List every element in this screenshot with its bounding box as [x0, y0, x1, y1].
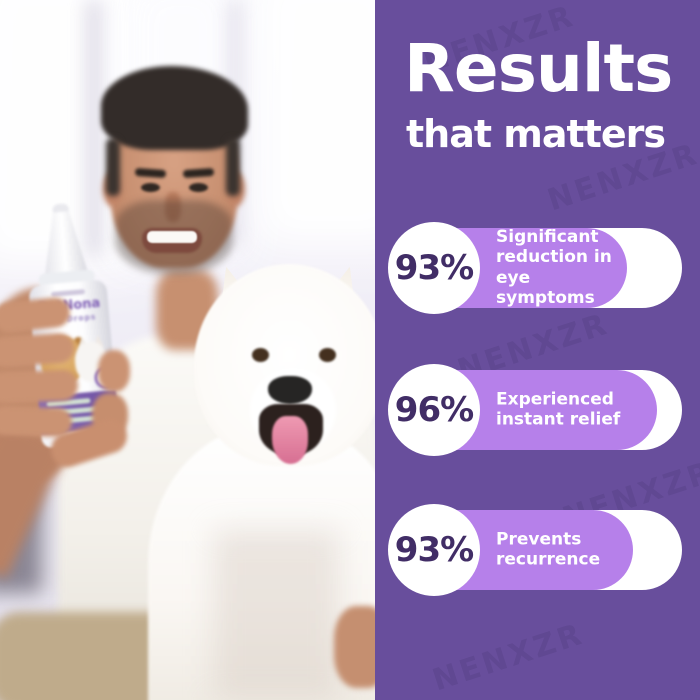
man-eye — [141, 183, 160, 192]
dog-fur-shading — [214, 530, 339, 700]
stat-label: Experienced instant relief — [496, 389, 621, 430]
results-panel: NENXZR NENXZR NENXZR NENXZR NENXZR Resul… — [375, 0, 700, 700]
window-frame — [86, 0, 102, 255]
stat-label: Prevents recurrence — [496, 529, 601, 570]
window-light — [252, 0, 375, 250]
dog-eye — [319, 348, 336, 362]
dog-eye — [252, 348, 269, 362]
stat-value: 93% — [394, 530, 474, 570]
man-teeth — [147, 231, 197, 243]
man-sideburn — [106, 138, 120, 196]
watermark: NENXZR — [428, 616, 589, 699]
man-hair — [101, 66, 248, 150]
stat-row: Significant reduction in eye symptoms 93… — [388, 222, 688, 314]
man-eye — [189, 183, 208, 192]
stat-label: Significant reduction in eye symptoms — [496, 227, 612, 309]
stat-row: Experienced instant relief 96% — [388, 364, 688, 456]
stat-value-badge: 93% — [388, 222, 480, 314]
man-nose — [165, 192, 181, 222]
finger — [0, 369, 79, 404]
fingertip — [98, 350, 130, 392]
panel-subtitle: that matters — [406, 112, 666, 156]
stat-value-badge: 96% — [388, 364, 480, 456]
stat-value: 93% — [394, 248, 474, 288]
dropper-cone — [39, 210, 88, 278]
stat-value-badge: 93% — [388, 504, 480, 596]
stat-value: 96% — [394, 390, 474, 430]
stat-row: Prevents recurrence 93% — [388, 504, 688, 596]
dog-nose — [268, 376, 312, 404]
man-hand-on-dog — [334, 606, 375, 688]
man-sideburn — [226, 138, 240, 196]
photo-scene: PetNona EYE Drops — [0, 0, 375, 700]
finger — [0, 405, 73, 438]
dog-tongue — [272, 416, 308, 464]
panel-title: Results — [404, 30, 673, 107]
